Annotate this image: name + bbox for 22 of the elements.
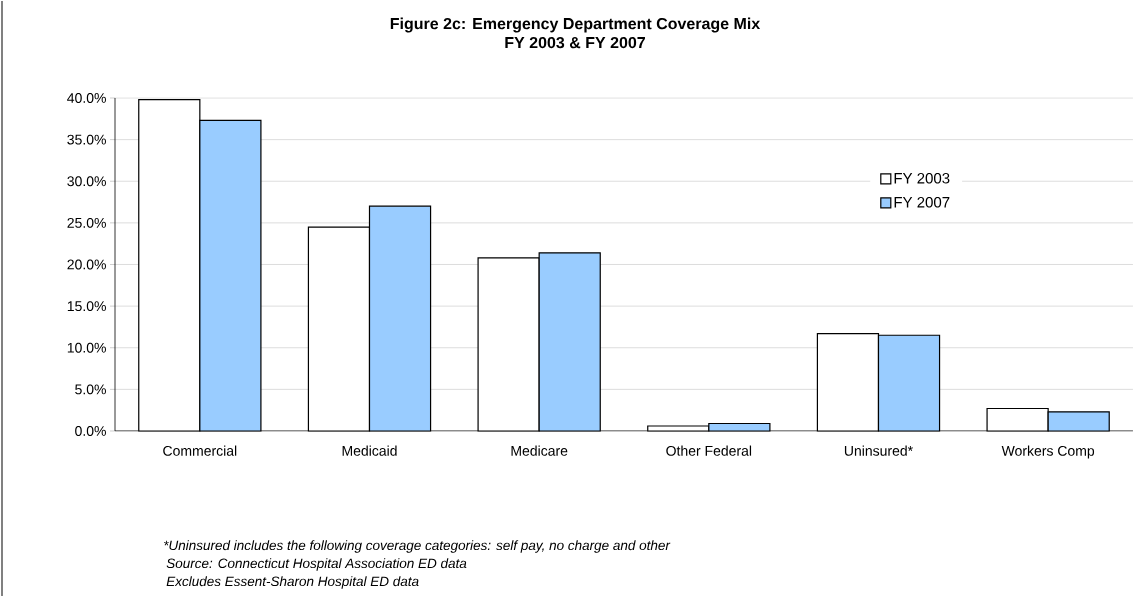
x-tick-label: Workers Comp <box>1001 445 1095 459</box>
y-tick-label: 15.0% <box>67 301 106 312</box>
y-tick-label: 0.0% <box>75 426 106 436</box>
x-tick-label: Uninsured* <box>844 445 913 456</box>
y-tick-label: 25.0% <box>67 217 106 228</box>
chart-subtitle: FY 2003 & FY 2007 <box>505 36 645 49</box>
y-tick-label: 10.0% <box>67 342 106 353</box>
x-tick-label: Medicare <box>511 445 568 456</box>
legend-label: FY 2007 <box>894 196 950 208</box>
y-tick-label: 40.0% <box>67 93 106 103</box>
legend-label: FY 2003 <box>894 172 950 184</box>
y-tick-label: 5.0% <box>75 384 106 395</box>
x-tick-label: Other Federal <box>666 445 752 456</box>
y-tick-label: 20.0% <box>67 259 106 270</box>
chart-title: Figure 2c: Emergency Department Coverage Mix <box>390 17 761 33</box>
y-tick-label: 35.0% <box>67 134 106 145</box>
text: *Uninsured includes the following coverage categories: self pay, no charge and other <box>163 540 671 553</box>
y-tick-label: 30.0% <box>67 176 106 187</box>
text: Excludes Essent-Sharon Hospital ED data <box>166 576 419 589</box>
x-tick-label: Medicaid <box>342 445 397 456</box>
source-note: Source: Connecticut Hospital Association ED data <box>166 558 467 571</box>
x-tick-label: Commercial <box>163 445 237 456</box>
